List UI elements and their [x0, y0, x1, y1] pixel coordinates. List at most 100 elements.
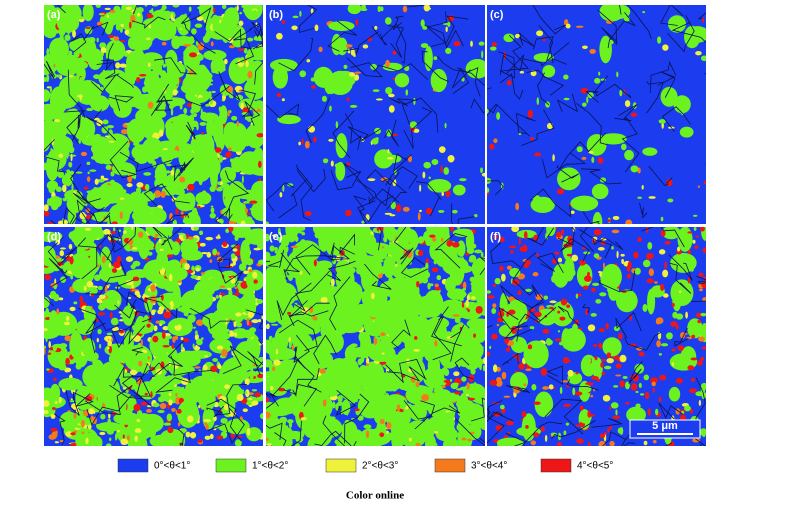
orientation-patch [170, 303, 174, 310]
orientation-patch [367, 344, 396, 362]
orientation-patch [130, 192, 137, 200]
orientation-patch [277, 236, 280, 241]
orientation-patch [701, 346, 706, 350]
orientation-patch [111, 196, 115, 202]
orientation-patch [246, 37, 254, 42]
orientation-patch [384, 17, 392, 25]
orientation-patch [197, 42, 205, 51]
legend-swatch [117, 458, 149, 473]
orientation-patch [533, 432, 540, 438]
orientation-patch [524, 288, 532, 292]
orientation-patch [162, 344, 170, 348]
orientation-patch [194, 333, 199, 341]
orientation-patch [161, 294, 164, 301]
grain-boundary [595, 83, 632, 99]
grain-boundary [185, 121, 196, 140]
orientation-patch [426, 7, 431, 10]
orientation-patch [200, 337, 204, 341]
orientation-patch [152, 276, 156, 285]
orientation-patch [418, 249, 424, 257]
orientation-patch [415, 237, 420, 242]
grain-boundary [504, 321, 533, 339]
orientation-patch [563, 257, 575, 282]
orientation-patch [89, 134, 97, 142]
orientation-patch [332, 401, 336, 409]
orientation-patch [199, 242, 206, 247]
grain-boundary [85, 318, 106, 354]
grain-boundary [598, 270, 636, 292]
orientation-patch [591, 156, 595, 164]
orientation-patch [149, 77, 154, 85]
orientation-patch [252, 111, 263, 127]
orientation-patch [354, 408, 360, 412]
orientation-patch [678, 301, 687, 306]
orientation-patch [184, 379, 199, 407]
grain-boundary [181, 6, 212, 28]
orientation-patch [175, 392, 178, 397]
orientation-patch [630, 383, 638, 391]
orientation-patch [609, 440, 615, 446]
orientation-patch [62, 197, 68, 202]
grain-boundary [591, 417, 623, 428]
orientation-patch [119, 211, 123, 220]
orientation-patch [533, 401, 541, 405]
grain-boundary [516, 306, 557, 342]
orientation-patch [654, 281, 658, 284]
orientation-patch [196, 338, 203, 346]
orientation-patch [101, 126, 109, 134]
orientation-patch [396, 404, 401, 412]
orientation-patch [379, 432, 385, 438]
orientation-patch [180, 211, 184, 215]
orientation-patch [44, 409, 49, 415]
orientation-patch [246, 115, 253, 122]
grain-boundary [126, 291, 152, 323]
orientation-patch [230, 244, 237, 248]
orientation-patch [114, 351, 119, 355]
orientation-patch [588, 150, 594, 154]
orientation-patch [341, 239, 345, 244]
orientation-patch [256, 298, 263, 304]
grain-boundary [274, 420, 302, 446]
orientation-patch [700, 312, 706, 317]
orientation-patch [190, 134, 211, 155]
orientation-patch [465, 229, 475, 252]
orientation-patch [182, 338, 190, 343]
orientation-patch [283, 240, 289, 247]
orientation-patch [186, 269, 194, 274]
orientation-patch [360, 272, 368, 279]
orientation-patch [196, 53, 204, 61]
orientation-patch [259, 413, 263, 420]
orientation-patch [194, 366, 201, 369]
orientation-patch [75, 424, 83, 429]
panel-label: (a) [47, 9, 61, 21]
orientation-patch [585, 308, 588, 316]
orientation-patch [698, 272, 704, 277]
orientation-patch [146, 13, 151, 17]
orientation-patch [419, 184, 422, 192]
grain-boundary [343, 162, 374, 202]
orientation-patch [144, 5, 148, 7]
orientation-patch [133, 335, 141, 342]
orientation-patch [80, 151, 88, 157]
orientation-patch [160, 190, 166, 198]
grain-boundary [50, 199, 95, 224]
grain-boundary [522, 421, 563, 446]
orientation-patch [615, 363, 622, 369]
orientation-patch [290, 245, 298, 249]
orientation-patch [137, 231, 144, 238]
orientation-patch [236, 393, 244, 401]
orientation-patch [135, 187, 142, 195]
grain-boundary [206, 398, 242, 441]
orientation-patch [70, 398, 73, 401]
grain-boundary [500, 285, 545, 308]
orientation-patch [436, 274, 442, 281]
orientation-patch [660, 230, 666, 237]
orientation-patch [559, 386, 563, 395]
orientation-patch [386, 129, 392, 137]
orientation-patch [320, 321, 331, 339]
orientation-patch [386, 421, 392, 430]
grain-boundary [585, 75, 609, 103]
orientation-patch [54, 441, 59, 444]
orientation-patch [383, 255, 395, 279]
orientation-patch [492, 303, 497, 309]
